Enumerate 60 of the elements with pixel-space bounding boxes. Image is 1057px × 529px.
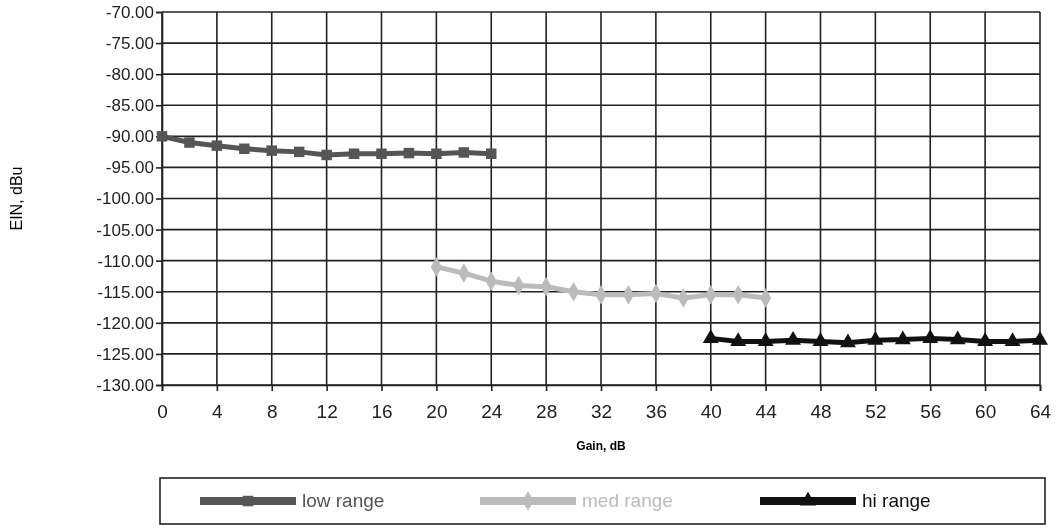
y-tick-label: -120.00 [96,313,154,333]
y-tick-label: -70.00 [105,2,154,22]
y-tick-label: -95.00 [105,158,154,178]
x-tick-label: 24 [481,401,503,423]
y-tick-label: -125.00 [96,344,154,364]
y-tick-label: -105.00 [96,220,154,240]
point [977,332,994,347]
x-tick-label: 48 [810,401,832,423]
x-tick-label: 40 [700,401,722,423]
point [894,330,911,345]
point [486,148,497,159]
point [321,149,332,161]
point [757,332,774,347]
x-tick-label: 0 [157,401,168,423]
text: hi range [862,490,931,511]
y-axis-title: EIN, dBu [8,166,25,231]
y-tick-label: -80.00 [105,65,154,85]
point [949,330,966,345]
y-tick-label: -85.00 [105,96,154,116]
point [730,332,747,347]
point [839,333,856,348]
x-tick-label: 8 [266,401,278,423]
x-tick-label: 32 [590,401,613,423]
text: med range [582,490,673,511]
point [867,331,884,345]
x-tick-label: 56 [920,401,942,423]
x-tick-label: 36 [645,401,667,423]
point [348,148,360,159]
point [376,148,387,159]
y-tick-label: -115.00 [97,282,154,302]
point [266,145,277,156]
y-tick-label: -90.00 [105,127,154,147]
y-tick-label: -75.00 [105,34,154,54]
x-tick-label: 16 [371,401,393,423]
x-axis-title: Gain, dB [576,439,626,453]
point [431,148,442,159]
point [184,137,195,148]
y-tick-label: -100.00 [96,189,154,209]
x-tick-label: 60 [975,401,997,423]
point [702,329,719,343]
y-tick-label: -110.00 [97,251,154,271]
x-tick-label: 4 [212,401,224,423]
point [812,332,829,347]
point [1032,331,1048,345]
point [922,329,939,343]
point [403,147,415,159]
point [211,140,223,151]
x-tick-label: 12 [316,401,338,423]
point [785,331,802,345]
x-tick-label: 64 [1029,401,1052,423]
x-tick-label: 20 [426,401,448,423]
y-tick-label: -130.00 [96,375,154,395]
point [239,143,250,155]
text: low range [302,490,385,511]
x-tick-label: 28 [536,401,558,423]
point [458,147,470,158]
point [1004,332,1021,347]
x-tick-label: 52 [865,401,887,423]
point [293,146,305,158]
x-tick-label: 44 [755,401,778,423]
